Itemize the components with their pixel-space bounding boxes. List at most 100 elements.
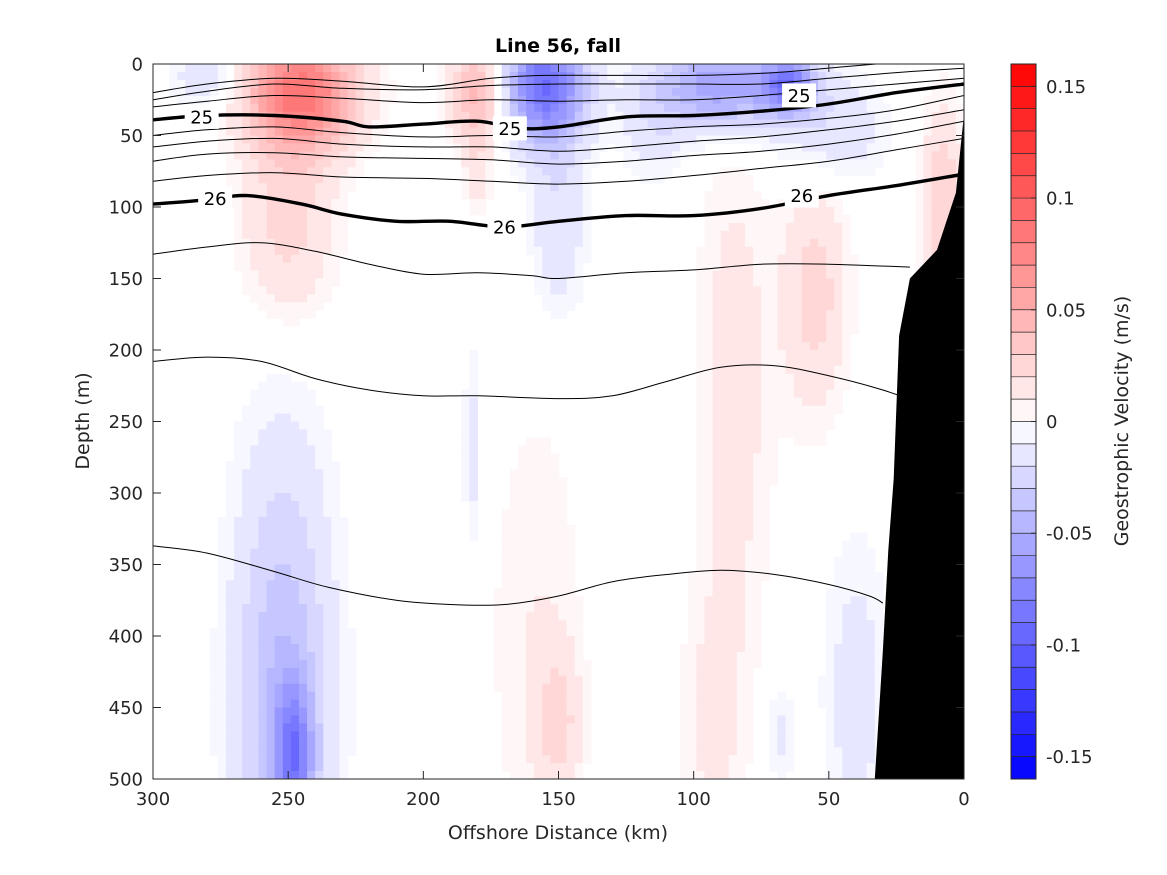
velocity-cell [209,636,219,645]
velocity-cell [185,64,195,73]
velocity-cell [745,659,754,669]
velocity-cell [169,79,178,89]
velocity-cell [761,95,770,105]
velocity-cell [842,612,852,621]
velocity-cell [688,755,697,764]
velocity-cell [550,262,560,272]
velocity-cell [315,79,324,89]
velocity-cell [858,707,868,717]
velocity-cell [274,731,284,740]
velocity-cell [258,445,268,454]
velocity-cell [242,675,251,685]
velocity-cell [834,731,843,740]
velocity-cell [834,222,843,232]
velocity-cell [558,667,568,677]
velocity-cell [834,302,843,311]
velocity-cell [696,485,706,494]
velocity-cell [469,453,478,462]
velocity-cell [517,524,527,534]
velocity-cell [242,604,251,613]
velocity-cell [323,524,333,534]
velocity-cell [761,381,770,391]
velocity-cell [307,707,316,717]
velocity-cell [672,159,681,168]
velocity-cell [745,357,754,367]
velocity-cell [509,493,519,502]
velocity-cell [250,763,260,772]
velocity-cell [509,636,519,645]
velocity-cell [185,87,195,97]
y-tick-label: 250 [109,412,143,433]
velocity-cell [298,580,308,589]
velocity-cell [501,675,511,685]
velocity-cell [688,771,697,779]
velocity-cell [331,532,341,542]
velocity-cell [769,723,779,732]
velocity-cell [842,334,852,343]
velocity-cell [323,71,333,81]
velocity-cell [266,445,276,454]
velocity-cell [761,548,770,558]
velocity-cell [834,389,843,399]
velocity-cell [550,500,560,510]
velocity-cell [542,175,551,184]
velocity-cell [250,747,260,756]
velocity-cell [469,71,478,81]
velocity-cell [339,564,349,574]
velocity-cell [736,572,746,581]
colorbar-cell [1011,510,1036,534]
velocity-cell [785,723,795,732]
velocity-cell [696,143,706,152]
velocity-cell [234,493,243,502]
velocity-cell [745,580,754,589]
velocity-cell [882,143,892,152]
velocity-cell [315,675,324,685]
velocity-cell [777,246,787,256]
velocity-cell [680,643,689,653]
velocity-cell [704,508,714,518]
velocity-cell [526,485,535,494]
velocity-cell [818,413,827,423]
velocity-cell [517,675,527,685]
velocity-cell [307,477,316,486]
velocity-cell [858,747,868,756]
velocity-cell [688,103,697,113]
velocity-cell [826,79,835,89]
velocity-cell [290,636,300,645]
velocity-cell [225,659,235,669]
velocity-cell [850,675,860,685]
velocity-cell [290,127,300,137]
velocity-cell [485,175,495,184]
velocity-cell [534,683,543,693]
velocity-cell [274,763,284,772]
velocity-cell [785,326,795,335]
velocity-cell [566,532,576,542]
velocity-cell [225,87,235,97]
velocity-cell [534,111,543,121]
velocity-cell [315,485,324,494]
velocity-cell [785,739,795,748]
velocity-cell [461,71,470,81]
velocity-cell [266,214,276,224]
contour-label-background [492,116,527,141]
velocity-cell [323,588,333,597]
velocity-cell [193,95,203,105]
velocity-cell [785,246,795,256]
velocity-cell [736,413,746,423]
velocity-cell [704,564,714,574]
velocity-cell [282,389,292,399]
velocity-cell [534,651,543,661]
velocity-cell [331,477,341,486]
velocity-cell [258,572,268,581]
velocity-cell [777,389,787,399]
velocity-cell [534,755,543,764]
velocity-cell [826,151,835,160]
velocity-cell [793,373,803,383]
velocity-cell [736,111,746,121]
velocity-cell [234,739,243,748]
velocity-cell [225,119,235,129]
velocity-cell [834,397,843,407]
velocity-cell [307,691,316,701]
velocity-cell [842,548,852,558]
velocity-cell [298,524,308,534]
